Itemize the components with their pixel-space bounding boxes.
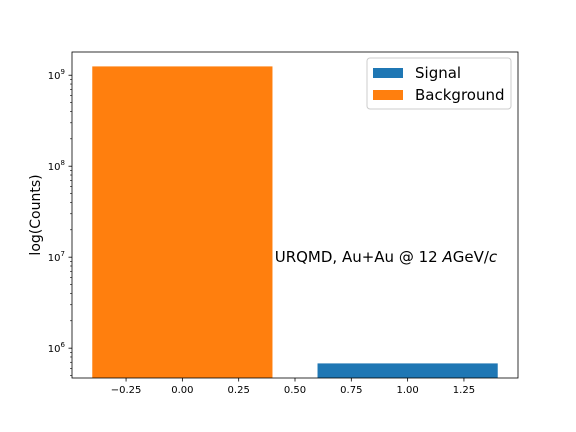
bar-signal	[317, 363, 498, 378]
y-tick-label: 109	[48, 68, 65, 82]
y-tick-exponent: 7	[61, 250, 65, 258]
bar-background	[92, 66, 273, 378]
y-tick-exponent: 8	[61, 159, 65, 167]
y-tick-exponent: 6	[61, 341, 66, 349]
y-tick-base: 10	[48, 344, 61, 355]
annotation-italic-a: A	[441, 248, 452, 266]
x-tick-label: 0.00	[171, 385, 193, 396]
x-axis: −0.25 0.00 0.25 0.50 0.75 1.00 1.25	[111, 378, 475, 396]
legend-swatch-background	[373, 90, 403, 100]
x-tick-label: 1.25	[453, 385, 475, 396]
legend: Signal Background	[366, 57, 512, 110]
y-tick-base: 10	[48, 162, 61, 173]
x-tick-label: 0.25	[228, 385, 250, 396]
annotation-italic-c: c	[489, 248, 498, 266]
annotation-mid: GeV/	[453, 248, 490, 266]
legend-swatch-signal	[373, 68, 403, 78]
legend-label-signal: Signal	[415, 64, 461, 82]
x-tick-label: 0.75	[340, 385, 362, 396]
annotation-text: URQMD, Au+Au @ 12 AGeV/c	[275, 248, 498, 266]
x-tick-label: 0.50	[284, 385, 306, 396]
y-tick-label: 108	[48, 159, 65, 173]
y-axis-label: log(Counts)	[28, 174, 44, 255]
y-tick-base: 10	[48, 253, 61, 264]
y-tick-label: 106	[48, 341, 66, 355]
bars-group	[92, 66, 498, 378]
x-tick-label: −0.25	[111, 385, 142, 396]
legend-label-background: Background	[415, 86, 505, 104]
x-tick-label: 1.00	[396, 385, 418, 396]
y-tick-label: 107	[48, 250, 65, 264]
y-tick-base: 10	[48, 71, 61, 82]
y-tick-exponent: 9	[61, 68, 65, 76]
annotation-prefix: URQMD, Au+Au @ 12	[275, 248, 443, 266]
